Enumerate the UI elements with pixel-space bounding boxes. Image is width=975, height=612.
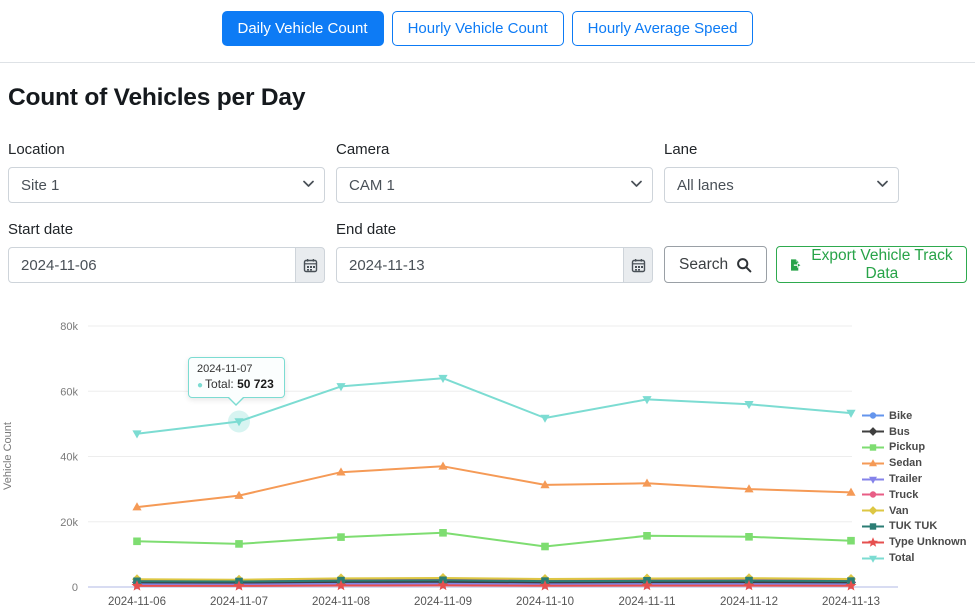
lane-select[interactable]: All lanes (664, 167, 899, 203)
legend-marker-icon (862, 537, 884, 548)
chart-legend: BikeBusPickupSedanTrailerTruckVanTUK TUK… (862, 408, 966, 566)
legend-item-bus[interactable]: Bus (862, 424, 966, 440)
legend-marker-icon (862, 458, 884, 469)
view-tab-bar: Daily Vehicle Count Hourly Vehicle Count… (0, 0, 975, 46)
legend-marker-icon (862, 442, 884, 453)
legend-marker-icon (862, 505, 884, 516)
svg-text:2024-11-09: 2024-11-09 (414, 596, 472, 608)
legend-item-van[interactable]: Van (862, 503, 966, 519)
legend-item-pickup[interactable]: Pickup (862, 440, 966, 456)
page-title: Count of Vehicles per Day (8, 84, 967, 112)
chart-plot-area[interactable]: 020k40k60k80k2024-11-062024-11-072024-11… (0, 309, 975, 612)
legend-marker-icon (862, 489, 884, 500)
svg-text:2024-11-11: 2024-11-11 (618, 596, 675, 608)
search-button-label: Search (679, 256, 728, 274)
legend-marker-icon (862, 410, 884, 421)
legend-marker-icon (862, 553, 884, 564)
svg-text:80k: 80k (60, 321, 78, 333)
camera-label: Camera (336, 141, 653, 158)
svg-text:2024-11-10: 2024-11-10 (516, 596, 574, 608)
start-date-calendar-button[interactable] (295, 247, 325, 283)
legend-item-tuk-tuk[interactable]: TUK TUK (862, 519, 966, 535)
lane-label: Lane (664, 141, 967, 158)
end-date-input[interactable] (336, 247, 624, 283)
tab-hourly-vehicle-count[interactable]: Hourly Vehicle Count (392, 11, 564, 46)
svg-text:20k: 20k (60, 517, 78, 529)
legend-item-trailer[interactable]: Trailer (862, 471, 966, 487)
svg-text:0: 0 (72, 582, 78, 594)
svg-text:40k: 40k (60, 452, 78, 464)
svg-text:2024-11-07: 2024-11-07 (210, 596, 268, 608)
location-select[interactable]: Site 1 (8, 167, 325, 203)
file-export-icon (789, 257, 803, 273)
search-icon (736, 257, 752, 273)
vehicle-count-chart[interactable]: 020k40k60k80k2024-11-062024-11-072024-11… (0, 309, 975, 612)
legend-marker-icon (862, 474, 884, 485)
svg-text:2024-11-13: 2024-11-13 (822, 596, 880, 608)
chart-tooltip: 2024-11-07 ●Total: 50 723 (188, 357, 285, 398)
y-axis-title: Vehicle Count (2, 422, 14, 490)
legend-marker-icon (862, 521, 884, 532)
end-date-label: End date (336, 221, 653, 238)
svg-text:2024-11-06: 2024-11-06 (108, 596, 166, 608)
export-vehicle-track-data-button[interactable]: Export Vehicle Track Data (776, 246, 967, 283)
header-divider (0, 62, 975, 63)
tooltip-value: 50 723 (237, 377, 274, 391)
legend-item-type-unknown[interactable]: Type Unknown (862, 534, 966, 550)
tooltip-date: 2024-11-07 (197, 363, 276, 375)
tooltip-series-dot: ● (197, 380, 203, 391)
export-button-label: Export Vehicle Track Data (810, 247, 954, 283)
svg-text:2024-11-08: 2024-11-08 (312, 596, 370, 608)
start-date-label: Start date (8, 221, 325, 238)
legend-item-truck[interactable]: Truck (862, 487, 966, 503)
tooltip-series-label: Total: (205, 377, 234, 391)
camera-select[interactable]: CAM 1 (336, 167, 653, 203)
start-date-input[interactable] (8, 247, 296, 283)
legend-marker-icon (862, 426, 884, 437)
calendar-icon (631, 258, 646, 273)
svg-text:2024-11-12: 2024-11-12 (720, 596, 778, 608)
svg-text:60k: 60k (60, 386, 78, 398)
calendar-icon (303, 258, 318, 273)
tab-hourly-average-speed[interactable]: Hourly Average Speed (572, 11, 754, 46)
legend-item-sedan[interactable]: Sedan (862, 455, 966, 471)
location-label: Location (8, 141, 325, 158)
filter-panel: Location Site 1 Camera CAM 1 Lane All la (8, 141, 967, 283)
search-button[interactable]: Search (664, 246, 767, 283)
tab-daily-vehicle-count[interactable]: Daily Vehicle Count (222, 11, 384, 46)
end-date-calendar-button[interactable] (623, 247, 653, 283)
legend-item-bike[interactable]: Bike (862, 408, 966, 424)
legend-item-total[interactable]: Total (862, 550, 966, 566)
